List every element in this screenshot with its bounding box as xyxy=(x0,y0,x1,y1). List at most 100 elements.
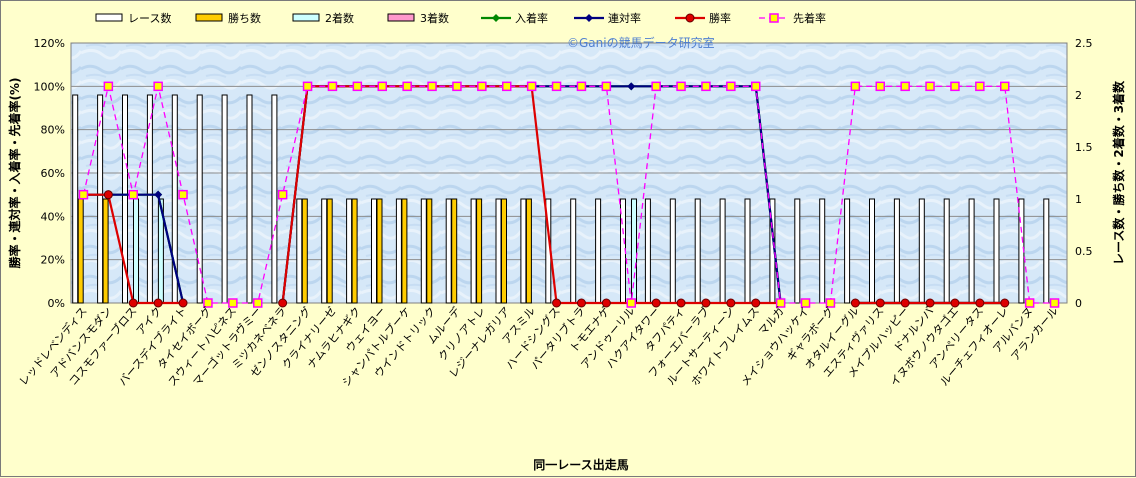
point xyxy=(950,81,960,92)
point xyxy=(651,298,661,308)
point xyxy=(585,14,593,22)
point xyxy=(975,81,985,92)
point xyxy=(253,298,263,308)
bar xyxy=(97,94,104,304)
legend-label: 先着率 xyxy=(793,11,826,25)
bar xyxy=(669,198,676,304)
legend-swatch xyxy=(195,13,223,22)
point xyxy=(178,298,188,308)
point xyxy=(1049,298,1060,308)
point xyxy=(278,298,288,308)
legend-swatch xyxy=(387,13,415,22)
left-tick-label: 0% xyxy=(48,297,65,310)
point xyxy=(601,81,612,92)
point xyxy=(676,81,686,92)
point xyxy=(626,298,636,308)
legend-entry: 勝ち数 xyxy=(195,11,261,25)
point xyxy=(103,81,114,92)
bar xyxy=(570,198,577,304)
legend-entry: レース数 xyxy=(95,12,171,25)
bar xyxy=(122,94,128,304)
bar xyxy=(426,198,433,304)
legend-label: 3着数 xyxy=(420,11,449,25)
point xyxy=(78,189,89,200)
bar xyxy=(520,198,527,304)
point xyxy=(502,81,512,92)
point xyxy=(825,298,836,308)
point xyxy=(452,81,462,92)
point xyxy=(228,298,238,308)
point xyxy=(1000,81,1010,92)
bar xyxy=(346,198,353,304)
point xyxy=(128,298,138,308)
bar xyxy=(133,198,139,304)
bar xyxy=(371,198,377,304)
point xyxy=(477,81,487,92)
bar xyxy=(595,198,602,304)
point xyxy=(302,81,313,92)
bar xyxy=(819,198,826,304)
bar xyxy=(296,198,303,304)
bar xyxy=(844,198,851,304)
bar xyxy=(501,198,507,304)
bar xyxy=(221,94,228,304)
legend: レース数 勝ち数 2着数 3着数 入着率 連対率 勝率 先着率 xyxy=(95,11,826,25)
legend-label: 勝率 xyxy=(709,11,731,25)
category-labels: レッドレベンディスアドバンスモダンコスモファーブロスアイクバースデイブライトタイ… xyxy=(16,304,1061,389)
point xyxy=(576,81,587,92)
bar xyxy=(420,198,427,304)
point xyxy=(726,81,736,92)
point xyxy=(178,189,188,200)
right-tick-label: 0 xyxy=(1075,297,1082,310)
bar xyxy=(326,198,333,304)
point xyxy=(427,81,437,92)
point xyxy=(676,298,686,308)
left-tick-label: 120% xyxy=(34,37,65,50)
legend-entry: 2着数 xyxy=(292,11,354,25)
point xyxy=(153,81,163,92)
bar xyxy=(451,198,458,304)
left-axis-ticks: 0% 20% 40% 60% 80% 100% 120% xyxy=(34,37,65,310)
point xyxy=(701,298,711,308)
point xyxy=(552,298,562,308)
right-tick-label: 1 xyxy=(1075,193,1082,206)
point xyxy=(277,189,288,200)
legend-label: 2着数 xyxy=(325,11,354,25)
bar xyxy=(631,198,637,304)
watermark: ©Ganiの競馬データ研究室 xyxy=(567,35,715,50)
point xyxy=(875,298,885,308)
point xyxy=(800,298,811,308)
point xyxy=(900,298,910,308)
point xyxy=(875,81,885,92)
point xyxy=(153,298,163,308)
point xyxy=(651,81,661,92)
point xyxy=(726,298,736,308)
legend-entry: 先着率 xyxy=(759,11,826,25)
right-axis-ticks: 0 0.5 1 1.5 2 2.5 xyxy=(1075,37,1093,310)
legend-swatch xyxy=(95,13,123,22)
bar xyxy=(993,198,1000,304)
legend-label: 連対率 xyxy=(608,11,641,25)
bar xyxy=(445,198,452,304)
point xyxy=(576,298,586,308)
bar xyxy=(719,198,726,304)
legend-entry: 連対率 xyxy=(574,11,641,25)
point xyxy=(551,81,562,92)
bar xyxy=(271,94,278,304)
point xyxy=(751,81,761,92)
point xyxy=(925,81,935,92)
bar-series xyxy=(72,94,1050,304)
left-tick-label: 100% xyxy=(34,80,65,93)
point xyxy=(701,81,711,92)
bar xyxy=(376,198,383,304)
legend-label: 入着率 xyxy=(515,11,548,25)
point xyxy=(850,81,861,92)
bar xyxy=(744,198,751,304)
bar xyxy=(893,198,900,304)
left-tick-label: 40% xyxy=(41,210,65,223)
bar xyxy=(246,94,253,304)
point xyxy=(377,81,387,92)
point xyxy=(352,81,363,92)
